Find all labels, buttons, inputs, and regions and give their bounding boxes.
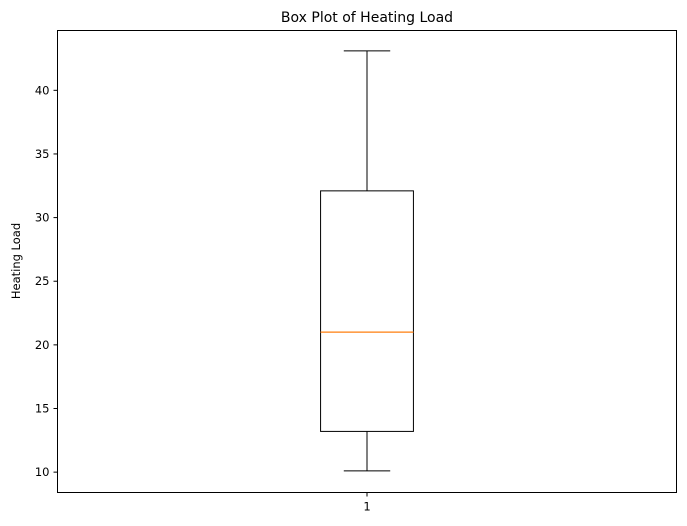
iqr-box	[320, 190, 414, 432]
x-axis: 1	[363, 492, 371, 514]
y-tick-label: 10	[35, 465, 50, 479]
y-axis: 10 15 20 25 30 35 40	[35, 83, 58, 479]
y-tick-label: 35	[35, 147, 50, 161]
chart-title: Box Plot of Heating Load	[281, 10, 453, 26]
y-tick-label: 40	[35, 83, 50, 97]
x-tick-label: 1	[363, 500, 370, 514]
y-axis-label: Heating Load	[9, 223, 23, 299]
y-tick-label: 20	[35, 338, 50, 352]
y-tick-label: 15	[35, 402, 50, 416]
box-group	[320, 50, 414, 472]
y-tick-label: 30	[35, 211, 50, 225]
y-tick-label: 25	[35, 274, 50, 288]
